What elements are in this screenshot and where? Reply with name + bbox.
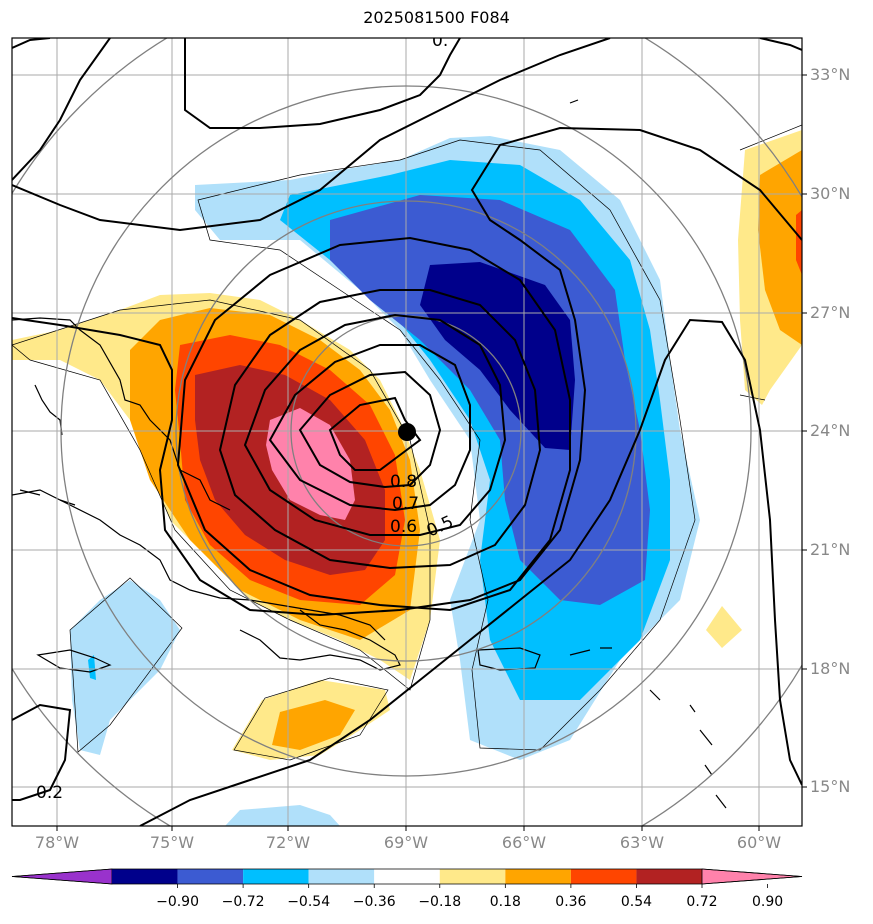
colorbar-tick-label: 0.18 bbox=[489, 894, 521, 910]
coastline-florida-bahamas bbox=[12, 317, 231, 511]
contour-label-top: 0. bbox=[432, 31, 448, 51]
contour-label-0-7: 0.7 bbox=[392, 494, 419, 514]
lon-label-69w: 69°W bbox=[383, 833, 429, 852]
colorbar-tick-label: 0.54 bbox=[620, 894, 653, 910]
map-frame bbox=[11, 37, 803, 827]
colorbar-extend-high bbox=[701, 868, 803, 885]
lat-label-27n: 27°N bbox=[810, 303, 851, 322]
lon-label-63w: 63°W bbox=[619, 833, 665, 852]
colorbar-bin bbox=[636, 869, 702, 884]
lat-label-24n: 24°N bbox=[810, 421, 851, 440]
colorbar-tick-label: −0.90 bbox=[156, 894, 199, 910]
contour-0-2-east bbox=[139, 318, 802, 826]
contour-top bbox=[184, 38, 461, 129]
east-fill-054 bbox=[796, 210, 802, 275]
tick-marks bbox=[56, 74, 807, 831]
coastline-hispaniola bbox=[239, 609, 401, 671]
map-title: 2025081500 F084 bbox=[363, 8, 510, 27]
lon-label-78w: 78°W bbox=[34, 833, 80, 852]
contour-upper-left bbox=[12, 38, 611, 232]
east-fill-036 bbox=[758, 150, 802, 345]
east-small-fill bbox=[706, 606, 742, 648]
lat-label-15n: 15°N bbox=[810, 777, 851, 796]
lon-label-72w: 72°W bbox=[265, 833, 311, 852]
colorbar-bin bbox=[243, 869, 309, 884]
contour-0-6 bbox=[243, 313, 507, 536]
coastline-lesser-antilles bbox=[569, 647, 727, 809]
graticule bbox=[12, 38, 802, 826]
thin-contour-west bbox=[69, 577, 183, 753]
contour-0-4 bbox=[176, 236, 571, 612]
colorbar-outline bbox=[11, 868, 803, 885]
colorbar bbox=[11, 868, 803, 888]
colorbar-extend-low bbox=[11, 868, 113, 885]
west-neg-036 bbox=[88, 655, 96, 680]
contour-0-7 bbox=[268, 344, 471, 512]
contour-label-group: 0.8 0.7 0.6 0.5 0.2 0. bbox=[36, 31, 457, 803]
range-rings bbox=[12, 38, 802, 826]
contour-0-5 bbox=[218, 289, 542, 570]
storm-center-marker bbox=[398, 423, 416, 441]
contour-0-2 bbox=[12, 703, 72, 801]
lon-label-75w: 75°W bbox=[149, 833, 195, 852]
coastline-keys bbox=[19, 489, 76, 506]
colorbar-bin bbox=[308, 869, 375, 884]
contour-label-0-2: 0.2 bbox=[36, 783, 63, 803]
lat-label-33n: 33°N bbox=[810, 65, 851, 84]
colorbar-bin bbox=[439, 869, 506, 884]
colorbar-tick-label: 0.90 bbox=[751, 894, 784, 910]
contour-0-8 bbox=[298, 370, 442, 489]
lon-label-66w: 66°W bbox=[501, 833, 547, 852]
colorbar-bin bbox=[374, 869, 440, 884]
neg-fill-054 bbox=[330, 195, 650, 605]
coastline-cuba bbox=[12, 489, 386, 641]
colorbar-bin bbox=[177, 869, 244, 884]
colorbar-tick-label: −0.72 bbox=[221, 894, 265, 910]
contour-label-0-8: 0.8 bbox=[390, 472, 417, 492]
lat-label-21n: 21°N bbox=[810, 540, 851, 559]
colorbar-tick-label: −0.18 bbox=[418, 894, 462, 910]
west-neg-018 bbox=[70, 580, 180, 755]
range-ring-2 bbox=[175, 200, 637, 662]
lat-label-18n: 18°N bbox=[810, 659, 851, 678]
coastline-puerto-rico bbox=[477, 647, 541, 671]
colorbar-tick-label: −0.36 bbox=[352, 894, 396, 910]
thin-contour-neg bbox=[197, 139, 696, 751]
contour-topright bbox=[12, 38, 802, 51]
map-area: 0.8 0.7 0.6 0.5 0.2 0. bbox=[12, 31, 802, 826]
lat-label-30n: 30°N bbox=[810, 184, 851, 203]
south-neg-018 bbox=[225, 805, 340, 826]
lon-label-60w: 60°W bbox=[736, 833, 782, 852]
south-fill-036 bbox=[272, 700, 355, 750]
coastline-jamaica bbox=[36, 649, 112, 673]
contour-0-3 bbox=[12, 126, 802, 617]
thin-contours bbox=[12, 124, 802, 761]
colorbar-bin bbox=[112, 869, 178, 884]
colorbar-tick-label: 0.72 bbox=[686, 894, 718, 910]
thin-contour-south bbox=[233, 677, 389, 761]
contour-label-0-6: 0.6 bbox=[390, 517, 417, 537]
contour-0-9 bbox=[328, 396, 422, 471]
bold-contours bbox=[12, 38, 802, 826]
colorbar-bin bbox=[570, 869, 637, 884]
shaded-field bbox=[12, 130, 802, 826]
range-ring-3 bbox=[60, 85, 752, 777]
colorbar-tick-label: 0.36 bbox=[555, 894, 587, 910]
coastline-bermuda bbox=[569, 99, 579, 104]
colorbar-bin bbox=[505, 869, 571, 884]
colorbar-tick-label: −0.54 bbox=[287, 894, 331, 910]
